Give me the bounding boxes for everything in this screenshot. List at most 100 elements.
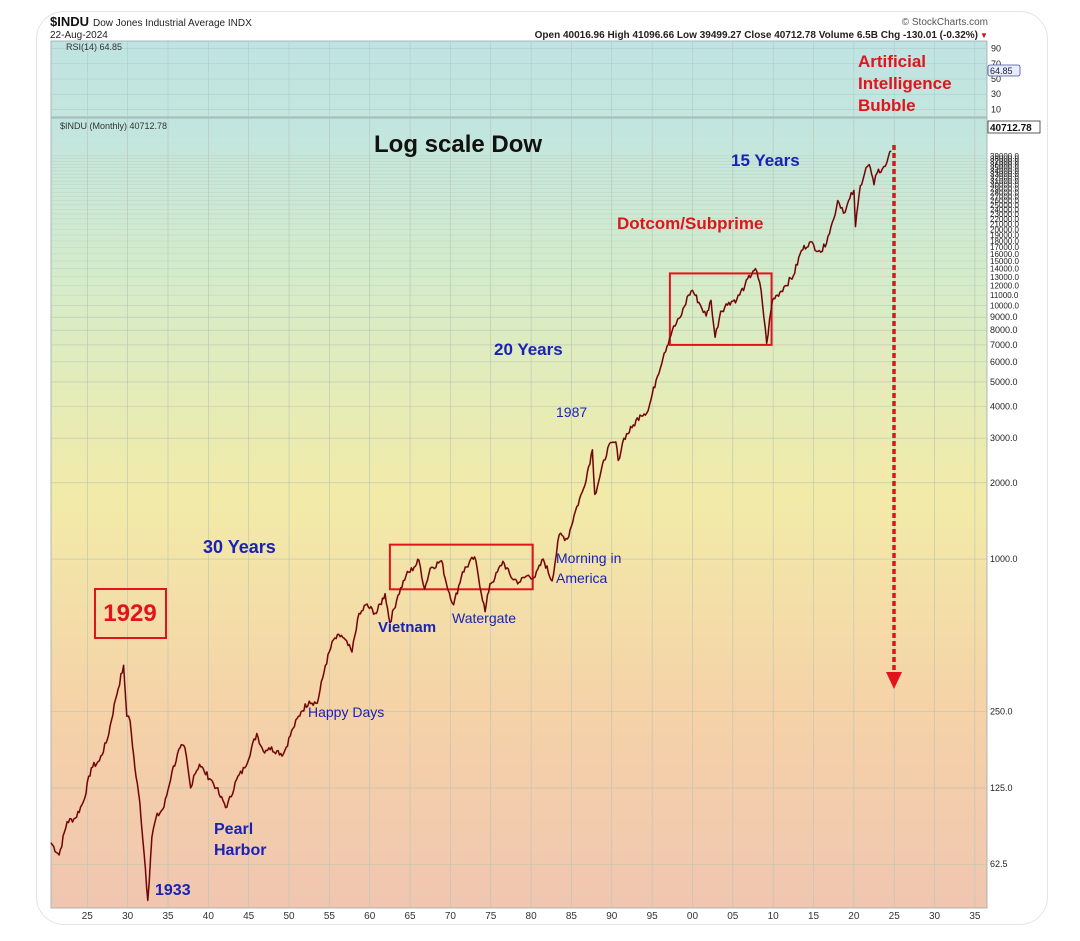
index-name: Dow Jones Industrial Average INDX [93,18,252,29]
x-tick-label: 35 [969,911,981,922]
chg-down-marker: ▼ [980,31,988,40]
x-axis: 25 30 35 40 45 50 55 60 65 70 75 80 85 90 95 00 05 10 15 20… [82,911,981,922]
x-tick-label: 55 [324,911,336,922]
happy-days-label: Happy Days [308,704,384,720]
highlight-box [388,543,534,591]
ai-bubble-line-3: Bubble [858,96,916,115]
y-tick-label: 27000.0 [990,192,1019,201]
year-1929-label: 1929 [103,600,156,627]
y-tick-label: 35000.0 [990,164,1019,173]
y-tick-label: 62.5 [990,859,1008,869]
rsi-value-box [987,64,1021,77]
x-tick-label: 75 [485,911,497,922]
brand-label: © StockCharts.com [902,17,988,28]
last-price-label: 40712.78 [990,123,1032,134]
y-tick-label: 14000.0 [990,265,1019,274]
y-tick-label: 39000.0 [990,152,1019,161]
watergate-label: Watergate [452,610,516,626]
rsi-tick-label: 90 [991,44,1001,54]
price-grid [51,118,987,908]
x-tick-label: 25 [82,911,94,922]
x-tick-label: 30 [929,911,941,922]
y-tick-label: 26000.0 [990,196,1019,205]
fifteen-years-label: 15 Years [731,151,800,170]
x-tick-label: 00 [687,911,699,922]
y-tick-label: 6000.0 [990,357,1018,367]
x-tick-label: 65 [405,911,417,922]
y-tick-label: 13000.0 [990,273,1019,282]
y-tick-label: 32000.0 [990,174,1019,183]
chart-date: 22-Aug-2024 [50,30,108,41]
vietnam-label: Vietnam [378,619,436,636]
price-panel [50,117,988,909]
thirty-years-label: 30 Years [203,537,276,557]
y-tick-label: 12000.0 [990,282,1019,291]
x-tick-label: 10 [768,911,780,922]
y-tick-label: 4000.0 [990,401,1018,411]
year-1933-label: 1933 [155,882,191,899]
y-tick-label: 19000.0 [990,231,1019,240]
y-tick-label: 8000.0 [990,325,1018,335]
y-tick-label: 24000.0 [990,205,1019,214]
y-tick-label: 31000.0 [990,177,1019,186]
x-tick-label: 50 [283,911,295,922]
y-tick-label: 28000.0 [990,188,1019,197]
y-tick-label: 33000.0 [990,170,1019,179]
price-series-shadow [50,150,892,901]
y-tick-label: 23000.0 [990,210,1019,219]
x-tick-label: 20 [848,911,860,922]
x-tick-label: 70 [445,911,457,922]
x-tick-label: 30 [122,911,134,922]
x-tick-label: 95 [647,911,659,922]
morning-label-line-1: Morning in [556,550,621,566]
y-tick-label: 22000.0 [990,215,1019,224]
price-legend: $INDU (Monthly) 40712.78 [60,121,167,131]
y-axis: 62.5 125.0 250.0 1000.0 2000.0 3000.0 4000.0 50… [990,152,1019,869]
y-tick-label: 18000.0 [990,237,1019,246]
rsi-tick-label: 10 [991,104,1001,114]
y-tick-label: 250.0 [990,707,1013,717]
x-tick-label: 90 [606,911,618,922]
year-1929-box [94,588,167,639]
rsi-axis: 90 70 50 30 10 [991,44,1001,115]
projection-arrow-head [886,672,902,689]
symbol-label: $INDU [50,14,89,29]
rsi-value-label: 64.85 [990,66,1013,76]
y-tick-label: 11000.0 [990,291,1019,300]
y-tick-label: 25000.0 [990,201,1019,210]
rsi-tick-label: 50 [991,74,1001,84]
y-tick-label: 17000.0 [990,243,1019,252]
y-tick-label: 38000.0 [990,155,1019,164]
dotcom-label: Dotcom/Subprime [617,214,763,233]
x-tick-label: 25 [889,911,901,922]
y-tick-label: 125.0 [990,783,1013,793]
last-price-box [987,120,1041,134]
rsi-tick-label: 70 [991,59,1001,69]
y-tick-label: 16000.0 [990,250,1019,259]
y-tick-label: 30000.0 [990,181,1019,190]
pearl-harbor-line-1: Pearl [214,821,253,838]
x-tick-label: 05 [727,911,739,922]
ohlc-readout: Open 40016.96 High 41096.66 Low 39499.27… [535,30,978,41]
y-tick-label: 34000.0 [990,167,1019,176]
x-tick-label: 60 [364,911,376,922]
y-tick-label: 10000.0 [990,302,1019,311]
x-tick-label: 85 [566,911,578,922]
twenty-years-label: 20 Years [494,340,563,359]
x-tick-label: 15 [808,911,820,922]
y-tick-label: 20000.0 [990,225,1019,234]
rsi-grid [51,41,987,117]
morning-label-line-2: America [556,570,608,586]
y-tick-label: 1000.0 [990,554,1018,564]
y-tick-label: 7000.0 [990,340,1018,350]
y-tick-label: 37000.0 [990,158,1019,167]
chart-title: Log scale Dow [374,131,542,158]
ai-bubble-line-2: Intelligence [858,74,952,93]
y-tick-label: 2000.0 [990,478,1018,488]
x-tick-label: 35 [162,911,174,922]
rsi-tick-label: 30 [991,89,1001,99]
x-tick-label: 45 [243,911,255,922]
y-tick-label: 29000.0 [990,184,1019,193]
year-1987-label: 1987 [556,404,587,420]
